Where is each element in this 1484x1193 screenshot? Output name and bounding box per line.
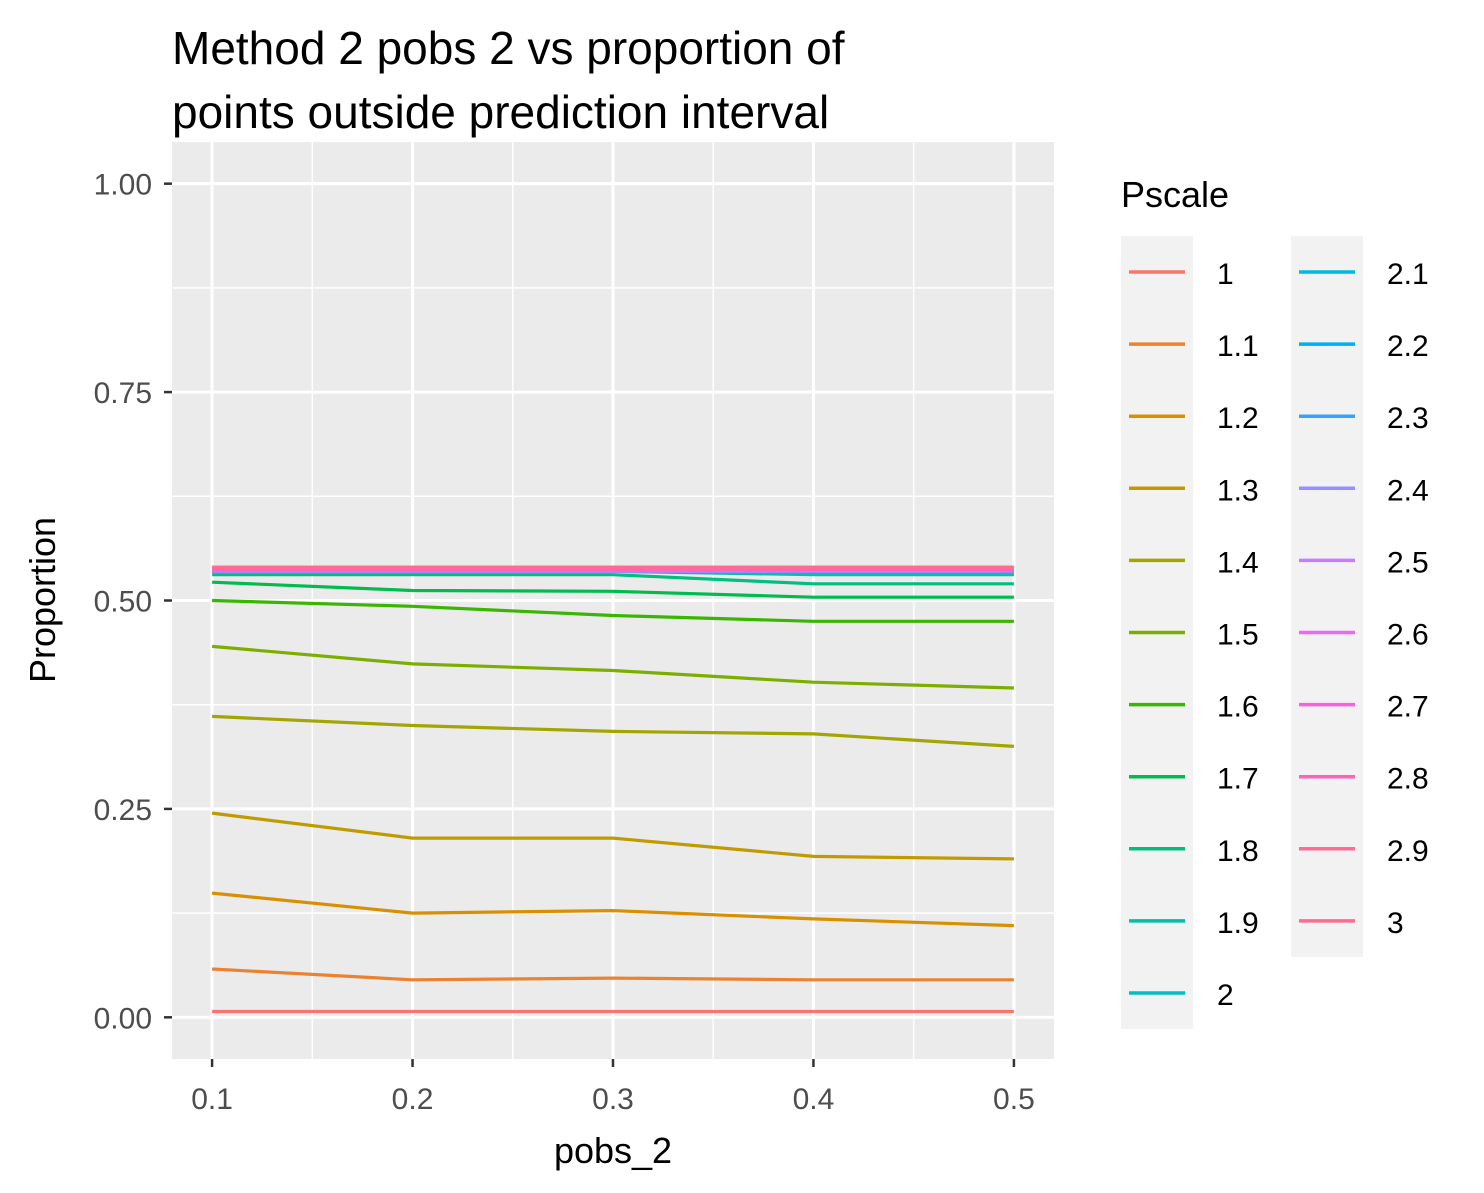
legend-label-1.6: 1.6 [1217, 691, 1259, 724]
legend-label-2.3: 2.3 [1387, 402, 1429, 435]
legend-label-1.4: 1.4 [1217, 546, 1259, 579]
series-line-1.8 [212, 573, 1014, 586]
legend-key-column-2 [1291, 236, 1363, 957]
legend-label-1.8: 1.8 [1217, 835, 1259, 868]
legend-label-1.1: 1.1 [1217, 330, 1259, 363]
series-line-1.2 [211, 891, 1014, 928]
y-tick-label: 0.00 [94, 1002, 152, 1035]
legend-label-3: 3 [1387, 907, 1404, 940]
x-tick-label: 0.1 [191, 1083, 233, 1116]
legend-label-2: 2 [1217, 979, 1234, 1012]
legend-label-1.3: 1.3 [1217, 474, 1259, 507]
chart-title-line-2: points outside prediction interval [172, 86, 829, 138]
legend-label-2.8: 2.8 [1387, 763, 1429, 796]
legend-label-2.7: 2.7 [1387, 691, 1429, 724]
y-axis: 0.00 0.25 0.50 0.75 1.00 [94, 169, 172, 1035]
x-tick-label: 0.3 [592, 1083, 634, 1116]
series-line-1.3 [211, 811, 1014, 861]
series-line-1.1 [212, 967, 1014, 982]
legend-label-1.9: 1.9 [1217, 907, 1259, 940]
series-lines [211, 565, 1014, 1014]
chart-title-line-1: Method 2 pobs 2 vs proportion of [172, 22, 845, 74]
x-axis: 0.1 0.2 0.3 0.4 0.5 [191, 1059, 1035, 1116]
legend-label-2.5: 2.5 [1387, 546, 1429, 579]
legend: Pscale 1 1.1 1.2 1.3 1.4 1.5 1.6 1.7 1.8 1.9 2 2.1 2… [1121, 174, 1429, 1029]
y-tick-label: 0.75 [94, 377, 152, 410]
legend-title: Pscale [1121, 174, 1229, 215]
legend-label-2.1: 2.1 [1387, 258, 1429, 291]
legend-label-1.5: 1.5 [1217, 619, 1259, 652]
y-tick-label: 0.25 [94, 794, 152, 827]
x-tick-label: 0.2 [392, 1083, 434, 1116]
legend-label-2.9: 2.9 [1387, 835, 1429, 868]
x-tick-label: 0.4 [793, 1083, 835, 1116]
y-tick-label: 1.00 [94, 169, 152, 202]
series-line-1.5 [211, 644, 1014, 690]
legend-label-2.2: 2.2 [1387, 330, 1429, 363]
legend-label-2.6: 2.6 [1387, 619, 1429, 652]
legend-label-1: 1 [1217, 258, 1234, 291]
legend-label-2.4: 2.4 [1387, 474, 1429, 507]
legend-label-1.2: 1.2 [1217, 402, 1259, 435]
legend-items: 1 1.1 1.2 1.3 1.4 1.5 1.6 1.7 1.8 1.9 2 2.1 2.2 2.3 2.… [1129, 258, 1429, 1012]
major-gridlines [172, 142, 1054, 1059]
series-line-1.4 [212, 714, 1014, 748]
x-tick-label: 0.5 [993, 1083, 1035, 1116]
legend-label-1.7: 1.7 [1217, 763, 1259, 796]
series-line-1.7 [212, 580, 1014, 599]
series-line-1.6 [212, 598, 1014, 623]
x-axis-title: pobs_2 [554, 1130, 672, 1171]
y-tick-label: 0.50 [94, 586, 152, 619]
y-axis-title: Proportion [22, 517, 63, 683]
